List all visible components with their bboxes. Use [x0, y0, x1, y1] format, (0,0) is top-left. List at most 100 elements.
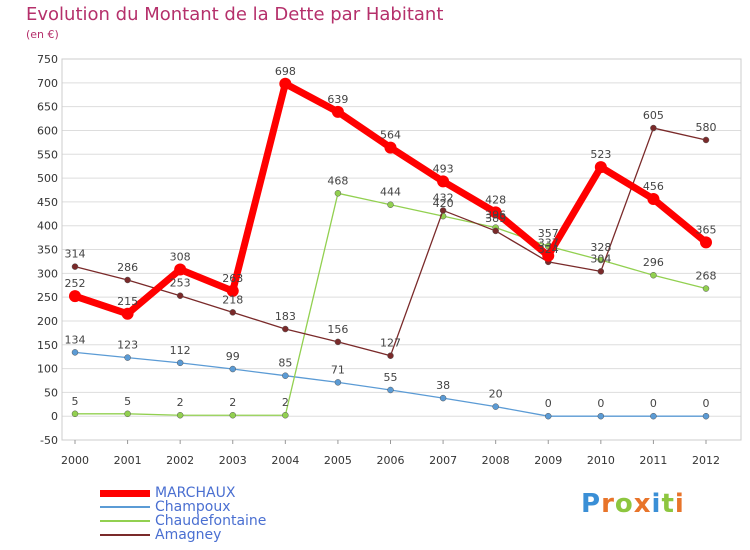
data-label-marchaux: 493: [433, 162, 454, 175]
proxiti-logo: Proxiti: [581, 489, 685, 519]
data-label-marchaux: 263: [222, 272, 243, 285]
data-point-amagney: [597, 268, 605, 275]
data-label-chaudefontaine: 268: [696, 270, 717, 283]
data-label-champoux: 134: [65, 333, 86, 346]
data-label-chaudefontaine: 296: [643, 256, 664, 269]
data-label-marchaux: 639: [327, 93, 348, 106]
legend-swatch: [100, 490, 150, 497]
data-point-champoux: [124, 354, 131, 361]
data-label-marchaux: 698: [275, 65, 296, 78]
data-point-champoux: [282, 372, 289, 379]
data-label-champoux: 112: [170, 344, 191, 357]
data-label-champoux: 85: [278, 357, 292, 370]
x-tick-label: 2007: [429, 454, 457, 467]
data-point-champoux: [492, 403, 499, 410]
x-tick-label: 2000: [61, 454, 89, 467]
data-point-champoux: [334, 379, 342, 386]
data-point-amagney: [124, 276, 131, 284]
y-tick-label: 400: [37, 220, 58, 233]
data-label-marchaux: 564: [380, 129, 401, 142]
data-point-chaudefontaine: [702, 285, 710, 292]
data-point-champoux: [387, 386, 394, 394]
y-tick-label: 700: [37, 77, 58, 90]
chart-subtitle: (en €): [26, 28, 59, 41]
data-point-amagney: [439, 207, 447, 214]
data-label-marchaux: 308: [170, 251, 191, 264]
data-point-amagney: [387, 352, 394, 359]
data-label-champoux: 0: [597, 397, 604, 410]
data-point-chaudefontaine: [334, 190, 342, 197]
y-tick-label: 100: [37, 363, 58, 376]
data-label-chaudefontaine: 328: [590, 241, 611, 254]
data-point-chaudefontaine: [71, 410, 79, 418]
x-tick-label: 2002: [166, 454, 194, 467]
y-tick-label: 250: [37, 291, 58, 304]
plot-frame: [61, 58, 742, 441]
y-tick-label: 500: [37, 172, 58, 185]
data-label-marchaux: 523: [590, 148, 611, 161]
data-point-champoux: [229, 365, 236, 373]
data-point-chaudefontaine: [124, 410, 131, 418]
y-tick-label: -50: [40, 434, 58, 447]
data-label-chaudefontaine: 5: [124, 395, 131, 408]
series-line-amagney: [74, 127, 707, 357]
data-point-amagney: [229, 309, 236, 316]
axes: 7507006506005505004504003503002502001501…: [37, 53, 742, 467]
y-tick-label: 50: [44, 386, 58, 399]
data-point-chaudefontaine: [387, 201, 394, 208]
data-label-champoux: 0: [545, 397, 552, 410]
data-label-marchaux: 215: [117, 295, 138, 308]
x-tick-label: 2010: [587, 454, 615, 467]
data-point-champoux: [439, 394, 447, 402]
legend-label: Amagney: [155, 527, 222, 543]
x-tick-label: 2001: [114, 454, 142, 467]
data-label-amagney: 183: [275, 310, 296, 323]
data-point-champoux: [702, 412, 710, 420]
y-tick-label: 150: [37, 339, 58, 352]
logo-letter: P: [581, 489, 602, 519]
data-label-amagney: 304: [590, 252, 611, 265]
data-point-chaudefontaine: [229, 411, 236, 419]
data-label-marchaux: 428: [485, 193, 506, 206]
legend-swatch: [100, 534, 150, 536]
y-tick-label: 750: [37, 53, 58, 66]
data-label-chaudefontaine: 396: [485, 209, 506, 222]
data-point-chaudefontaine: [176, 411, 184, 419]
data-point-marchaux: [226, 284, 239, 297]
data-label-amagney: 314: [65, 248, 86, 261]
data-point-amagney: [702, 136, 710, 144]
data-label-champoux: 38: [436, 379, 450, 392]
data-point-champoux: [597, 412, 605, 420]
data-label-chaudefontaine: 5: [72, 395, 79, 408]
legend-label: Champoux: [155, 499, 231, 515]
data-label-amagney: 605: [643, 109, 664, 122]
x-tick-label: 2004: [271, 454, 299, 467]
data-point-marchaux: [594, 161, 607, 174]
data-label-marchaux: 252: [65, 277, 86, 290]
x-tick-label: 2008: [482, 454, 510, 467]
data-point-chaudefontaine: [282, 411, 289, 419]
data-point-marchaux: [331, 105, 344, 118]
legend-label: MARCHAUX: [155, 485, 236, 501]
x-tick-label: 2005: [324, 454, 352, 467]
data-label-chaudefontaine: 444: [380, 186, 401, 199]
logo-letter: o: [614, 489, 634, 519]
data-label-champoux: 20: [489, 388, 503, 401]
data-label-marchaux: 337: [538, 237, 559, 250]
y-tick-label: 650: [37, 101, 58, 114]
data-point-marchaux: [647, 193, 660, 206]
data-label-amagney: 253: [170, 277, 191, 290]
data-label-amagney: 156: [327, 323, 348, 336]
x-tick-label: 2003: [219, 454, 247, 467]
legend-label: Chaudefontaine: [155, 513, 267, 529]
y-tick-label: 350: [37, 244, 58, 257]
y-tick-label: 300: [37, 267, 58, 280]
y-tick-label: 0: [51, 410, 58, 423]
data-point-chaudefontaine: [597, 256, 605, 264]
data-label-amagney: 432: [433, 191, 454, 204]
data-label-champoux: 99: [226, 350, 240, 363]
data-label-chaudefontaine: 357: [538, 227, 559, 240]
